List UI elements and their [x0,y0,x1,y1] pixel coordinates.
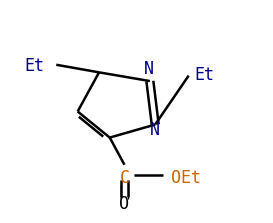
Text: O: O [120,195,129,213]
Text: N: N [150,121,160,139]
Text: Et: Et [25,57,45,75]
Text: Et: Et [195,66,215,84]
Text: N: N [144,60,153,78]
Text: OEt: OEt [171,169,201,187]
Text: ||: || [116,185,133,199]
Text: C: C [120,169,129,187]
